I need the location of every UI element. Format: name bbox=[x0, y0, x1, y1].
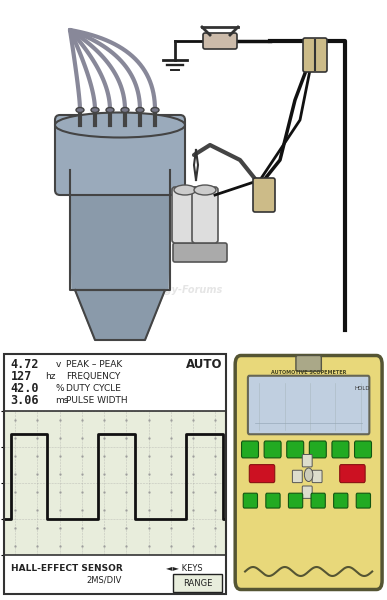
Ellipse shape bbox=[174, 185, 196, 195]
Text: AUTO: AUTO bbox=[186, 358, 223, 371]
FancyBboxPatch shape bbox=[288, 493, 303, 508]
FancyBboxPatch shape bbox=[311, 493, 325, 508]
Text: v: v bbox=[55, 360, 61, 369]
FancyBboxPatch shape bbox=[266, 493, 280, 508]
FancyBboxPatch shape bbox=[55, 115, 185, 195]
FancyBboxPatch shape bbox=[334, 493, 348, 508]
FancyBboxPatch shape bbox=[264, 441, 281, 458]
FancyBboxPatch shape bbox=[173, 574, 222, 592]
Text: ◄► KEYS: ◄► KEYS bbox=[166, 564, 203, 573]
Text: FREQUENCY: FREQUENCY bbox=[66, 372, 121, 381]
Ellipse shape bbox=[151, 107, 159, 113]
FancyBboxPatch shape bbox=[287, 441, 304, 458]
Text: PEAK – PEAK: PEAK – PEAK bbox=[66, 360, 122, 369]
Text: RANGE: RANGE bbox=[183, 578, 212, 587]
Ellipse shape bbox=[121, 107, 129, 113]
Circle shape bbox=[305, 468, 313, 481]
FancyBboxPatch shape bbox=[253, 178, 275, 212]
Text: 4.72: 4.72 bbox=[10, 358, 39, 371]
Text: DUTY CYCLE: DUTY CYCLE bbox=[66, 384, 121, 392]
Text: 3.06: 3.06 bbox=[10, 394, 39, 407]
Text: 42.0: 42.0 bbox=[10, 382, 39, 395]
FancyBboxPatch shape bbox=[192, 187, 218, 243]
Text: AUTOMOTIVE SCOPEMETER: AUTOMOTIVE SCOPEMETER bbox=[271, 370, 346, 375]
FancyBboxPatch shape bbox=[293, 470, 302, 482]
FancyBboxPatch shape bbox=[173, 243, 227, 262]
FancyBboxPatch shape bbox=[303, 38, 327, 72]
FancyBboxPatch shape bbox=[302, 486, 312, 499]
FancyBboxPatch shape bbox=[203, 33, 237, 49]
Text: ms: ms bbox=[55, 395, 69, 404]
Text: HOLD: HOLD bbox=[354, 386, 370, 391]
Ellipse shape bbox=[136, 107, 144, 113]
Text: hz: hz bbox=[45, 372, 55, 381]
Ellipse shape bbox=[194, 185, 216, 195]
Text: HALL-EFFECT SENSOR: HALL-EFFECT SENSOR bbox=[10, 564, 122, 573]
FancyBboxPatch shape bbox=[243, 493, 257, 508]
Text: %: % bbox=[55, 384, 64, 392]
Ellipse shape bbox=[76, 107, 84, 113]
Text: PULSE WIDTH: PULSE WIDTH bbox=[66, 395, 128, 404]
FancyBboxPatch shape bbox=[309, 441, 326, 458]
Polygon shape bbox=[70, 170, 170, 290]
Ellipse shape bbox=[106, 107, 114, 113]
FancyBboxPatch shape bbox=[354, 441, 372, 458]
FancyBboxPatch shape bbox=[340, 464, 365, 482]
FancyBboxPatch shape bbox=[248, 376, 369, 434]
Text: Biology-Forums: Biology-Forums bbox=[137, 285, 223, 295]
FancyBboxPatch shape bbox=[296, 355, 321, 371]
Polygon shape bbox=[75, 290, 165, 340]
FancyBboxPatch shape bbox=[241, 441, 259, 458]
Text: 2MS/DIV: 2MS/DIV bbox=[86, 576, 122, 585]
Ellipse shape bbox=[91, 107, 99, 113]
FancyBboxPatch shape bbox=[172, 187, 198, 243]
FancyBboxPatch shape bbox=[332, 441, 349, 458]
FancyBboxPatch shape bbox=[356, 493, 370, 508]
FancyBboxPatch shape bbox=[235, 355, 382, 589]
Ellipse shape bbox=[55, 113, 185, 137]
Text: 127: 127 bbox=[10, 370, 32, 383]
FancyBboxPatch shape bbox=[312, 470, 322, 482]
FancyBboxPatch shape bbox=[249, 464, 275, 482]
FancyBboxPatch shape bbox=[302, 455, 312, 467]
